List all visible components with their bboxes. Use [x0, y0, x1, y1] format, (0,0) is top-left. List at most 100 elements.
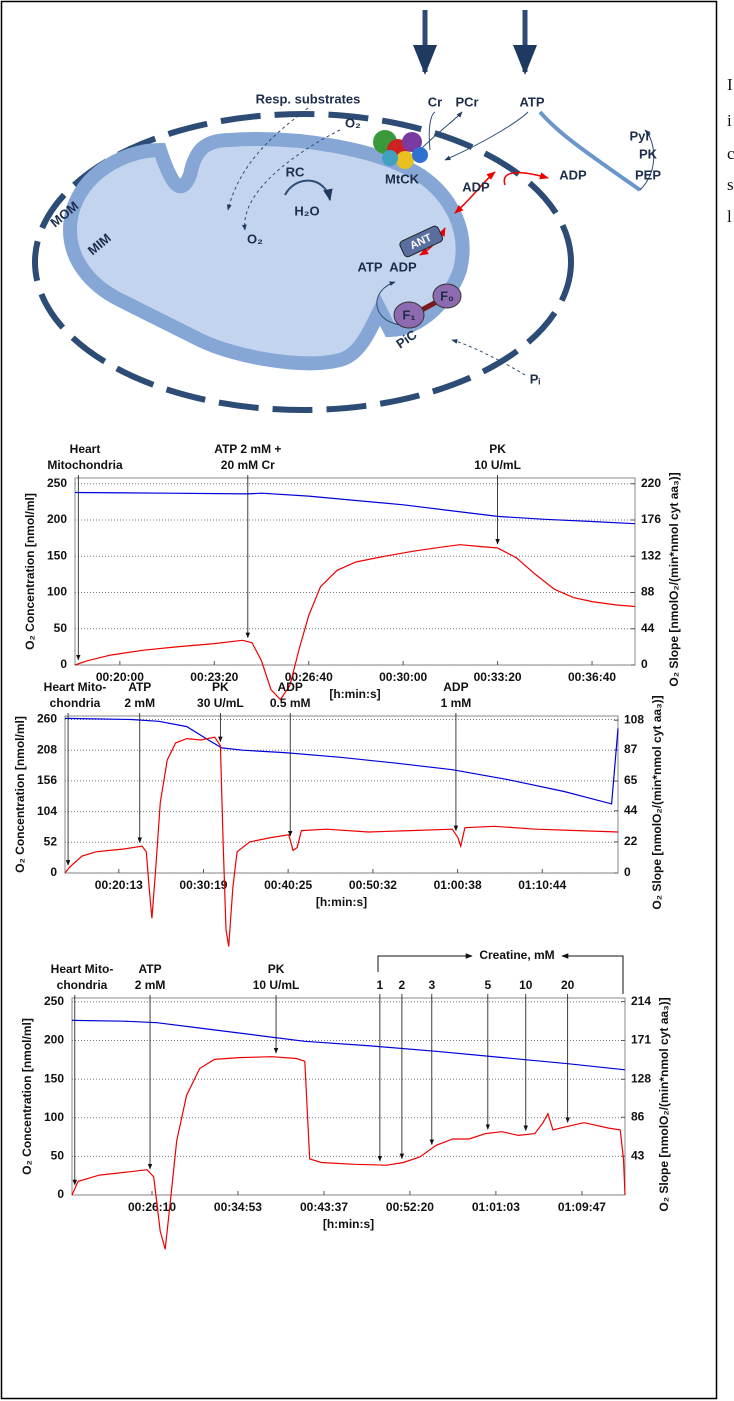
y2-tick-label: 86 — [631, 1109, 645, 1123]
y-tick-label: 50 — [51, 1149, 65, 1163]
y-tick-label: 150 — [44, 1071, 64, 1085]
data-line — [64, 736, 619, 947]
data-line — [74, 491, 636, 525]
annotation: ATP — [128, 680, 151, 694]
label: ATP — [519, 94, 544, 109]
label: PK — [639, 146, 658, 161]
y-tick-label: 200 — [47, 512, 67, 526]
annotation: PK — [489, 442, 506, 456]
x-tick-label: 00:36:40 — [568, 670, 616, 684]
atp-arrow — [444, 111, 529, 161]
pk-loop — [538, 110, 642, 192]
y2-tick-label: 65 — [624, 773, 638, 787]
y-axis-label: O₂ Concentration [nmol/ml] — [20, 1018, 34, 1175]
x-tick-label: 01:10:44 — [518, 878, 566, 892]
y-tick-label: 0 — [57, 1187, 64, 1201]
y2-tick-label: 171 — [631, 1033, 651, 1047]
y2-tick-label: 176 — [641, 512, 661, 526]
y2-axis-label: O₂ Slope [nmolO₂/(min*nmol cyt aa₃)] — [650, 695, 664, 909]
y2-tick-label: 44 — [624, 803, 638, 817]
f1 — [393, 301, 425, 329]
x-axis-label: [h:min:s] — [323, 1217, 374, 1231]
y-tick-label: 208 — [37, 742, 57, 756]
f0 — [432, 283, 462, 309]
x-tick-label: 00:26:40 — [285, 670, 333, 684]
annotation: 1 — [377, 978, 384, 992]
annotation: 20 mM Cr — [221, 458, 275, 472]
label: RC — [286, 164, 305, 179]
pyr-arrow — [639, 129, 655, 191]
mtck — [373, 130, 428, 169]
cr-arrow — [428, 111, 436, 151]
margin-text: c — [727, 144, 734, 163]
annotation: 0.5 mM — [270, 696, 311, 710]
y-tick-label: 104 — [37, 804, 57, 818]
adp-arrow — [503, 171, 549, 186]
annotation: 10 — [519, 978, 533, 992]
bracket — [377, 953, 473, 972]
plot-frame — [74, 477, 636, 666]
x-tick-label: 00:30:19 — [179, 878, 227, 892]
annotation: ADP — [443, 680, 468, 694]
annotation: 2 — [399, 978, 406, 992]
annotation: 10 U/mL — [474, 458, 521, 472]
annotation: PK — [268, 962, 285, 976]
x-tick-label: 01:09:47 — [558, 1200, 606, 1214]
x-tick-label: 00:26:10 — [128, 1200, 176, 1214]
x-axis-label: [h:min:s] — [316, 895, 367, 909]
atp-synthase-arrow — [376, 281, 401, 326]
chart: 0 50 100 150 200 250 43 86 128 171 214 00:26:10 00:3… — [20, 948, 671, 1250]
y2-tick-label: 214 — [631, 994, 651, 1008]
x-tick-label: 00:23:20 — [190, 670, 238, 684]
annotation: ATP 2 mM + — [214, 442, 281, 456]
label: O₂ — [345, 115, 361, 130]
y-tick-label: 250 — [47, 476, 67, 490]
y-tick-label: 50 — [54, 621, 68, 635]
y2-axis-label: O₂ Slope [nmolO₂/(min*nmol cyt aa₃)] — [657, 997, 671, 1211]
chart: 0 50 100 150 200 250 0 44 88 132 176 220 00:20:00 00:… — [23, 442, 681, 701]
label: ADP — [462, 179, 490, 194]
data-line — [74, 544, 636, 701]
y-tick-label: 100 — [44, 1110, 64, 1124]
diagram: Resp. substrates O₂ Cr PCr ATP Pyr PK AD… — [32, 10, 661, 413]
label: Pᵢ — [530, 371, 541, 386]
y-tick-label: 0 — [50, 865, 57, 879]
annotation: 3 — [428, 978, 435, 992]
annotation: Heart Mito- — [44, 680, 107, 694]
y-axis-label: O₂ Concentration [nmol/ml] — [13, 716, 27, 873]
label: ADP — [559, 167, 587, 182]
y2-tick-label: 88 — [641, 585, 655, 599]
annotation: chondria — [57, 978, 108, 992]
y2-tick-label: 44 — [641, 621, 655, 635]
x-tick-label: 00:52:20 — [386, 1200, 434, 1214]
y2-tick-label: 22 — [624, 834, 638, 848]
x-tick-label: 01:01:03 — [472, 1200, 520, 1214]
x-tick-label: 00:34:53 — [214, 1200, 262, 1214]
label: MtCK — [385, 171, 420, 186]
x-tick-label: 00:43:37 — [300, 1200, 348, 1214]
annotation: ADP — [278, 680, 303, 694]
label: O₂ — [247, 231, 263, 246]
y2-tick-label: 220 — [641, 476, 661, 490]
frame — [0, 0, 718, 1400]
label: F₀ — [440, 288, 454, 303]
y2-tick-label: 43 — [631, 1148, 645, 1162]
data-line — [71, 1019, 626, 1071]
y2-tick-label: 0 — [624, 865, 631, 879]
annotation: chondria — [50, 696, 101, 710]
y2-tick-label: 108 — [624, 712, 644, 726]
x-tick-label: 00:20:13 — [95, 878, 143, 892]
margin-text: s — [727, 175, 734, 194]
bracket — [561, 953, 624, 994]
x-tick-label: 00:20:00 — [96, 670, 144, 684]
y2-tick-label: 128 — [631, 1072, 651, 1086]
x-tick-label: 01:00:38 — [434, 878, 482, 892]
plot-frame — [64, 715, 619, 874]
y2-tick-label: 0 — [641, 657, 648, 671]
plot-frame — [71, 997, 626, 1196]
substrate-arrow — [226, 107, 309, 211]
label: ATP — [357, 259, 382, 274]
margin-text: I — [727, 75, 733, 94]
annotation: 5 — [484, 978, 491, 992]
annotation: ATP — [138, 962, 161, 976]
